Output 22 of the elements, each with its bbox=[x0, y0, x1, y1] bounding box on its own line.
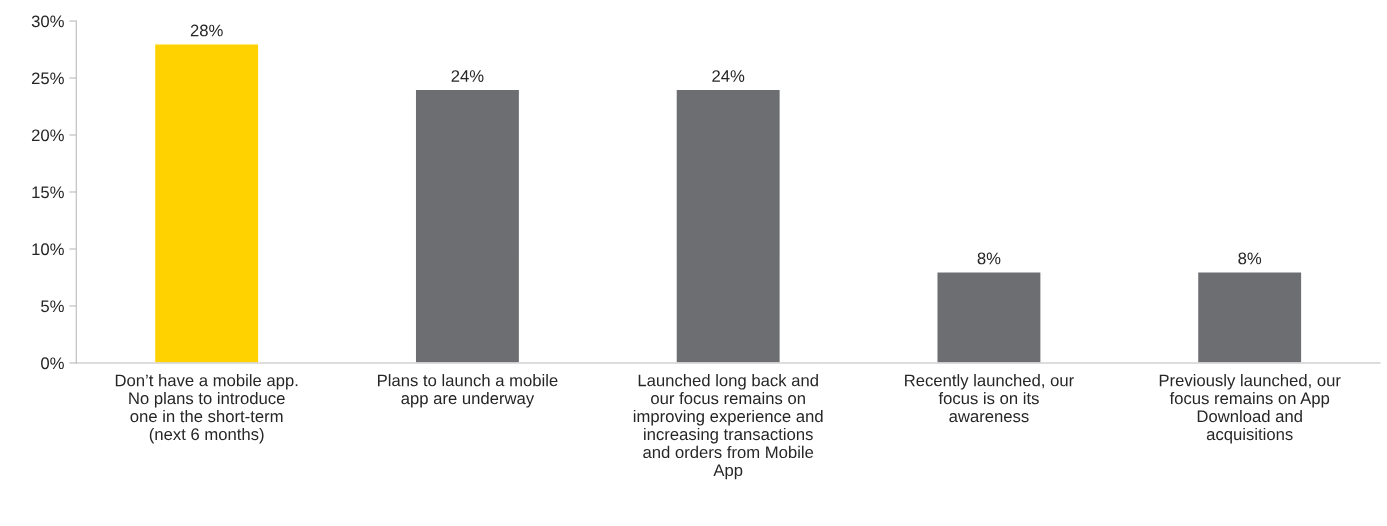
data-label: 8% bbox=[977, 252, 1001, 265]
data-label: 8% bbox=[1238, 252, 1262, 265]
y-tick-label: 5% bbox=[41, 300, 64, 313]
bar bbox=[675, 88, 782, 363]
x-tick-label: Don’t have a mobile app. No plans to introduce one in the short-term (next 6 months) bbox=[115, 374, 298, 444]
y-tick-label: 25% bbox=[31, 72, 64, 85]
x-tick-label: Recently launched, our focus is on its awareness bbox=[905, 374, 1074, 423]
bar bbox=[153, 43, 260, 363]
bar bbox=[414, 88, 521, 363]
y-tick-label: 0% bbox=[41, 357, 64, 370]
x-tick-label: Plans to launch a mobile app are underway bbox=[378, 374, 558, 408]
x-tick-label: Launched long back and our focus remains on improving experience and increasing transactions and orders from Mobile App bbox=[633, 374, 823, 480]
bar bbox=[1196, 271, 1303, 363]
data-label: 24% bbox=[451, 70, 484, 82]
x-tick-label: Previously launched, our focus remains on App Download and acquisitions bbox=[1159, 374, 1341, 444]
data-label: 28% bbox=[190, 24, 223, 37]
y-tick-label: 20% bbox=[31, 129, 64, 142]
data-label: 24% bbox=[712, 70, 745, 82]
y-tick-label: 10% bbox=[32, 243, 64, 256]
y-tick-label: 15% bbox=[32, 186, 64, 199]
y-tick-label: 30% bbox=[31, 15, 64, 28]
bar bbox=[936, 271, 1042, 363]
